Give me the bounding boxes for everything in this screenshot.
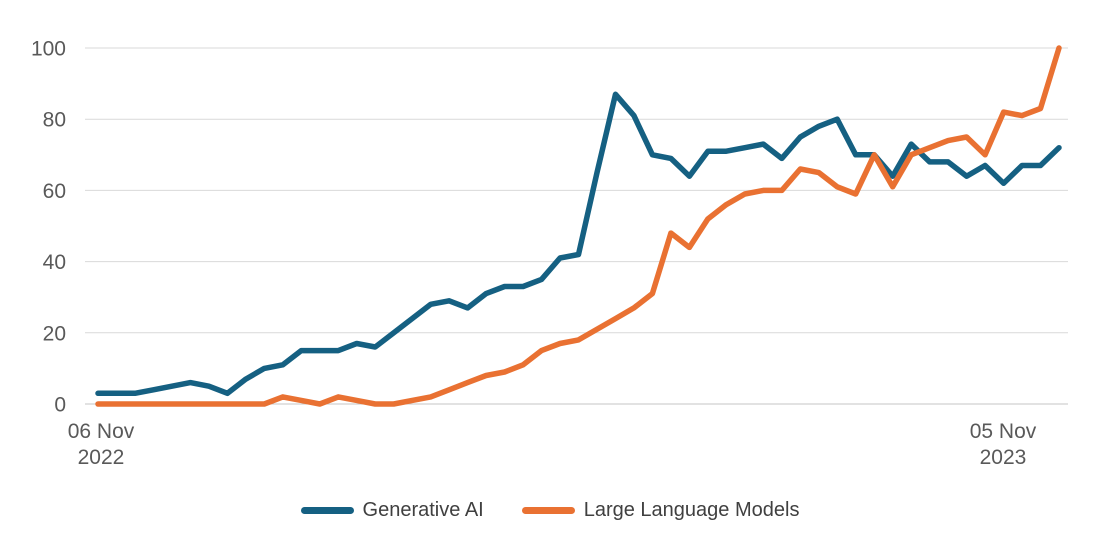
- x-axis-tick-date: 05 Nov: [969, 420, 1037, 443]
- legend-item-large-language-models: Large Language Models: [521, 499, 800, 522]
- legend-item-generative-ai: Generative AI: [300, 499, 484, 522]
- y-axis-tick-label: 80: [43, 109, 66, 132]
- legend-line-marker: [521, 507, 575, 514]
- x-axis-tick-year: 2022: [77, 446, 125, 469]
- y-axis-tick-label: 40: [43, 251, 66, 274]
- x-axis-tick-label-start: 06 Nov 2022: [68, 419, 135, 471]
- y-axis-tick-label: 20: [43, 322, 66, 345]
- x-axis-tick-label-end: 05 Nov 2023: [970, 419, 1037, 471]
- x-axis-tick-year: 2023: [979, 446, 1027, 469]
- legend: Generative AI Large Language Models: [0, 499, 1100, 522]
- y-axis-tick-label: 100: [31, 38, 66, 61]
- y-axis-tick-label: 0: [54, 394, 66, 417]
- legend-line-marker: [300, 507, 354, 514]
- y-axis-tick-label: 60: [43, 180, 66, 203]
- series-line-generative-ai: [95, 91, 1062, 397]
- legend-label: Generative AI: [362, 499, 484, 521]
- legend-label: Large Language Models: [583, 499, 800, 521]
- series-line-large-language-models: [95, 45, 1062, 407]
- x-axis-tick-date: 06 Nov: [67, 420, 135, 443]
